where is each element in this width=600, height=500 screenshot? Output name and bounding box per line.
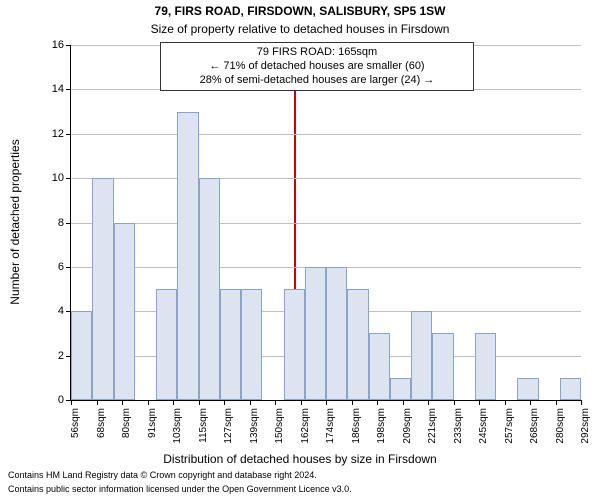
xtick-label: 150sqm [274,408,285,458]
grid-line [71,178,581,179]
histogram-bar [114,223,135,401]
xtick-mark [581,400,582,405]
xtick-mark [326,400,327,405]
ytick-mark [66,134,71,135]
histogram-bar [560,378,581,400]
title-address: 79, FIRS ROAD, FIRSDOWN, SALISBURY, SP5 … [0,4,600,18]
histogram-bar [432,333,453,400]
xtick-label: 209sqm [402,408,413,458]
xtick-mark [173,400,174,405]
histogram-bar [369,333,390,400]
xtick-mark [199,400,200,405]
y-axis-label: Number of detached properties [8,122,22,322]
xtick-label: 174sqm [325,408,336,458]
xtick-label: 268sqm [529,408,540,458]
xtick-mark [505,400,506,405]
chart-plot-area [70,45,581,401]
ytick-label: 14 [40,83,64,95]
ytick-mark [66,267,71,268]
xtick-mark [403,400,404,405]
xtick-mark [148,400,149,405]
histogram-bar [241,289,262,400]
xtick-label: 292sqm [580,408,591,458]
xtick-mark [71,400,72,405]
histogram-bar [92,178,113,400]
xtick-mark [428,400,429,405]
xtick-label: 245sqm [478,408,489,458]
title-subtitle: Size of property relative to detached ho… [0,22,600,36]
footer-copyright-2: Contains public sector information licen… [8,484,352,494]
xtick-mark [556,400,557,405]
histogram-bar [475,333,496,400]
xtick-label: 115sqm [198,408,209,458]
xtick-mark [122,400,123,405]
xtick-label: 233sqm [453,408,464,458]
xtick-label: 198sqm [376,408,387,458]
xtick-label: 103sqm [172,408,183,458]
xtick-mark [377,400,378,405]
ytick-label: 16 [40,39,64,51]
histogram-bar [390,378,411,400]
ytick-label: 8 [40,217,64,229]
ytick-label: 10 [40,172,64,184]
xtick-mark [479,400,480,405]
xtick-label: 68sqm [96,408,107,458]
histogram-bar [347,289,368,400]
xtick-label: 257sqm [504,408,515,458]
xtick-mark [275,400,276,405]
histogram-bar [411,311,432,400]
ytick-mark [66,89,71,90]
ytick-label: 6 [40,261,64,273]
info-line-smaller: ← 71% of detached houses are smaller (60… [167,60,467,74]
ytick-label: 0 [40,394,64,406]
grid-line [71,223,581,224]
ytick-mark [66,178,71,179]
ytick-mark [66,45,71,46]
xtick-label: 162sqm [300,408,311,458]
xtick-mark [352,400,353,405]
xtick-label: 127sqm [223,408,234,458]
ytick-label: 12 [40,128,64,140]
ytick-mark [66,223,71,224]
xtick-label: 56sqm [70,408,81,458]
xtick-mark [224,400,225,405]
histogram-bar [284,289,305,400]
histogram-bar [177,112,198,400]
histogram-bar [199,178,220,400]
histogram-bar [71,311,92,400]
xtick-label: 280sqm [555,408,566,458]
xtick-mark [97,400,98,405]
xtick-label: 91sqm [147,408,158,458]
property-info-box: 79 FIRS ROAD: 165sqm ← 71% of detached h… [160,42,474,91]
info-line-size: 79 FIRS ROAD: 165sqm [167,46,467,60]
histogram-bar [326,267,347,400]
info-line-larger: 28% of semi-detached houses are larger (… [167,74,467,88]
ytick-label: 4 [40,305,64,317]
xtick-label: 139sqm [249,408,260,458]
xtick-label: 186sqm [351,408,362,458]
grid-line [71,134,581,135]
xtick-mark [454,400,455,405]
xtick-label: 221sqm [427,408,438,458]
xtick-label: 80sqm [121,408,132,458]
histogram-bar [220,289,241,400]
footer-copyright-1: Contains HM Land Registry data © Crown c… [8,470,317,480]
histogram-bar [517,378,538,400]
xtick-mark [530,400,531,405]
xtick-mark [301,400,302,405]
xtick-mark [250,400,251,405]
histogram-bar [156,289,177,400]
ytick-label: 2 [40,350,64,362]
histogram-bar [305,267,326,400]
